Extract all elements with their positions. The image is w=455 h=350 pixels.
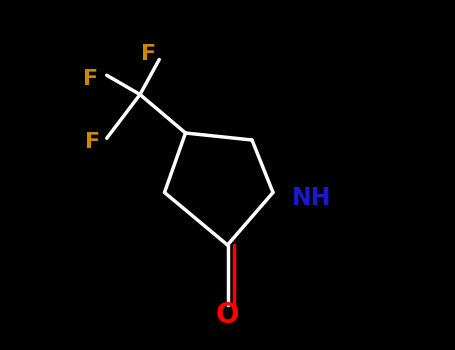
Text: F: F (85, 132, 100, 152)
Text: NH: NH (292, 186, 332, 210)
Text: F: F (83, 69, 99, 89)
Text: O: O (216, 301, 239, 329)
Text: F: F (141, 44, 157, 64)
